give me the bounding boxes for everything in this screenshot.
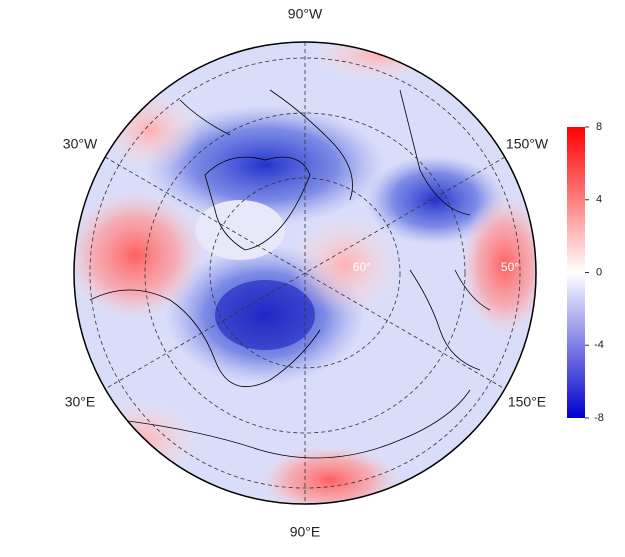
lon-label: 150°E — [508, 394, 546, 410]
anomaly-field — [74, 42, 536, 504]
meridian — [104, 156, 506, 390]
colorbar-tick-label: 0 — [596, 266, 602, 278]
lon-label: 30°E — [65, 394, 96, 410]
colorbar-tick-label: 8 — [596, 121, 602, 133]
coastline — [409, 269, 491, 371]
colorbar-tick-label: -8 — [594, 412, 604, 424]
parallel — [89, 57, 521, 489]
colorbar-scale — [567, 127, 585, 418]
colorbar: -8 -4 0 4 8 — [567, 121, 604, 424]
lon-label: 90°E — [290, 524, 321, 540]
greenland-coast — [204, 156, 311, 251]
coastline — [89, 289, 471, 459]
lon-label: 30°W — [63, 136, 98, 152]
colorbar-tick-label: -4 — [594, 339, 604, 351]
lat-label: 50° — [501, 260, 519, 274]
colorbar-tick-label: 4 — [596, 194, 602, 206]
parallel — [144, 112, 466, 434]
lon-label: 90°W — [288, 6, 323, 22]
coastline — [179, 89, 471, 216]
lat-label: 60° — [353, 260, 371, 274]
map-border — [73, 41, 537, 505]
lon-label: 150°W — [506, 136, 549, 152]
